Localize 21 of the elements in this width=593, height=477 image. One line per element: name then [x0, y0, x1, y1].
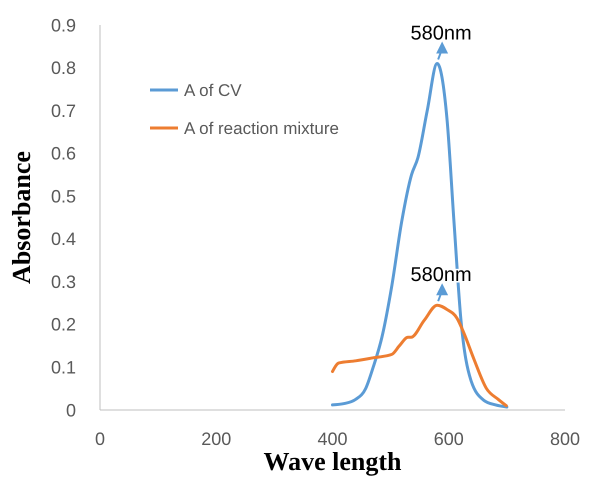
annotation: 580nm — [410, 22, 472, 44]
x-axis-title: Wave length — [264, 447, 402, 476]
y-tick-label: 0.7 — [50, 100, 76, 121]
y-tick-label: 0.4 — [50, 229, 76, 250]
y-tick-label: 0.3 — [50, 272, 76, 292]
legend-label: A of CV — [184, 80, 242, 100]
x-tick-label: 200 — [201, 429, 232, 449]
y-tick-label: 0.8 — [50, 58, 76, 78]
x-tick-label: 400 — [317, 429, 348, 449]
y-axis-title: Absorbance — [7, 151, 36, 284]
y-tick-label: 0.6 — [50, 144, 76, 164]
y-tick-label: 0.9 — [50, 15, 76, 36]
line-series — [331, 304, 508, 408]
x-tick-label: 800 — [550, 429, 580, 449]
y-tick-label: 0.5 — [50, 186, 76, 206]
y-tick-label: 0.2 — [50, 314, 76, 335]
legend-label: A of reaction mixture — [184, 118, 339, 138]
y-tick-label: 0 — [66, 400, 76, 420]
x-tick-label: 0 — [94, 429, 106, 449]
x-tick-label: 600 — [434, 429, 464, 449]
y-tick-label: 0.1 — [50, 358, 76, 378]
